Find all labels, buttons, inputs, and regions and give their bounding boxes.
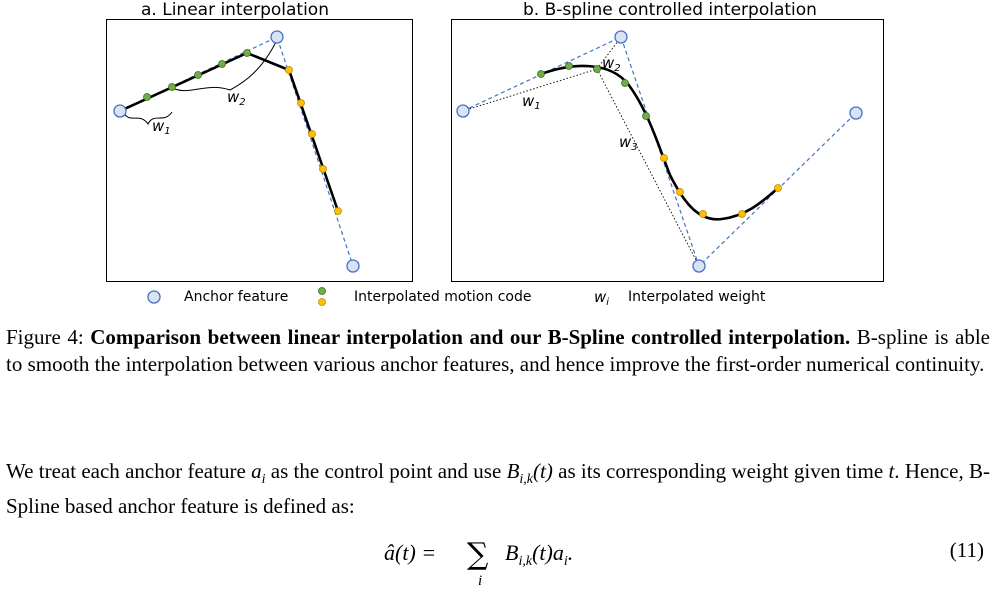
panel-b-label-w1: w1 [522,92,541,112]
figure-diagram: w1 w2 w1 w2 w3 wi [113,30,863,308]
legend-green-code-icon [318,287,326,295]
para-text-1: We treat each anchor feature [6,459,252,483]
panel-a-anchor [270,30,284,44]
panel-b-motion-code-yellow [660,154,668,162]
equation-block: â(t) = ∑ i Bi,k(t)ai. (11) [0,530,998,590]
equation-sum-sign: ∑ [467,537,489,572]
para-a-symbol: a [251,459,262,483]
panel-b-motion-code-green [593,65,601,73]
body-paragraph: We treat each anchor feature ai as the c… [6,458,990,520]
equation-lhs: â(t) = [384,540,436,565]
panel-a-diagram: w1 w2 [113,30,360,273]
equation-sum-index: i [478,573,482,589]
panel-b-weight-line-w1 [462,68,598,112]
panel-b-anchor [692,259,706,273]
panel-a-anchor [113,104,127,118]
panel-b-motion-code-green [642,112,650,120]
panel-b-spline-curve [540,64,779,221]
panel-b-frame [451,19,884,282]
para-text-2: as the control point and use [265,459,507,483]
panel-a-motion-code-green [243,49,251,57]
legend-yellow-code-icon [318,298,326,306]
caption-body: B-spline is able to smooth the interpola… [6,325,990,376]
para-text-3: as its corresponding weight given time [552,459,889,483]
panel-b-motion-code-green [537,70,545,78]
para-a-subscript: i [261,472,266,488]
para-b-argument: (t) [533,459,553,483]
panel-a-motion-code-green [194,71,202,79]
para-b-symbol: B [506,459,520,483]
panel-b-label-w2: w2 [602,54,621,74]
caption-bold-title: Comparison between linear interpolation … [90,325,851,349]
panel-a-brace-w2 [171,39,278,92]
panel-b-motion-code-yellow [738,210,746,218]
panel-a-title: a. Linear interpolation [141,0,329,20]
legend-motion-code-label: Interpolated motion code [354,289,532,305]
panel-b-motion-code-green [565,62,573,70]
panel-b-motion-code-yellow [699,210,707,218]
panel-a-motion-code-green [143,93,151,101]
panel-a-motion-code-green [218,60,226,68]
panel-b-weight-line-w3 [596,68,700,267]
panel-a-motion-code-green [168,83,176,91]
panel-a-motion-code-yellow [334,207,342,215]
equation-11: â(t) = ∑ i Bi,k(t)ai. [384,537,573,589]
panel-a-anchor [346,259,360,273]
para-t-symbol: t [888,459,895,483]
panel-b-title: b. B-spline controlled interpolation [523,0,817,20]
panel-a-motion-code-yellow [319,165,327,173]
panel-a-motion-code-yellow [308,130,316,138]
panel-b-motion-code-yellow [774,184,782,192]
panel-a-frame [106,19,413,282]
panel-b-anchor [614,30,628,44]
figure-caption: Figure 4: Comparison between linear inte… [6,324,990,378]
panel-a-label-w2: w2 [227,88,246,108]
equation-number: (11) [949,538,984,562]
caption-prefix: Figure 4: [6,325,84,349]
legend-anchor-label: Anchor feature [184,289,289,305]
panel-b-motion-code-yellow [676,188,684,196]
legend-weight-label: Interpolated weight [628,289,766,305]
panel-a-brace-w1 [123,111,173,125]
panel-b-anchor [456,104,470,118]
panel-a-interpolation-path [119,51,340,212]
panel-a-motion-code-yellow [297,99,305,107]
panel-a-motion-code-yellow [285,66,293,74]
panel-b-motion-code-green [621,79,629,87]
panel-b-control-polygon [462,36,857,268]
panel-b-label-w3: w3 [619,133,638,153]
para-text-4: . Hence, B-Spline based anchor feature i… [6,459,990,519]
legend-weight-symbol: wi [594,288,609,308]
panel-b-anchor [849,106,863,120]
panel-a-label-w1: w1 [152,117,171,137]
legend-anchor-icon [147,290,161,304]
panel-b-diagram: w1 w2 w3 [456,30,863,273]
para-b-subscript: i,k [519,472,534,488]
equation-rhs: Bi,k(t)ai. [505,540,573,569]
